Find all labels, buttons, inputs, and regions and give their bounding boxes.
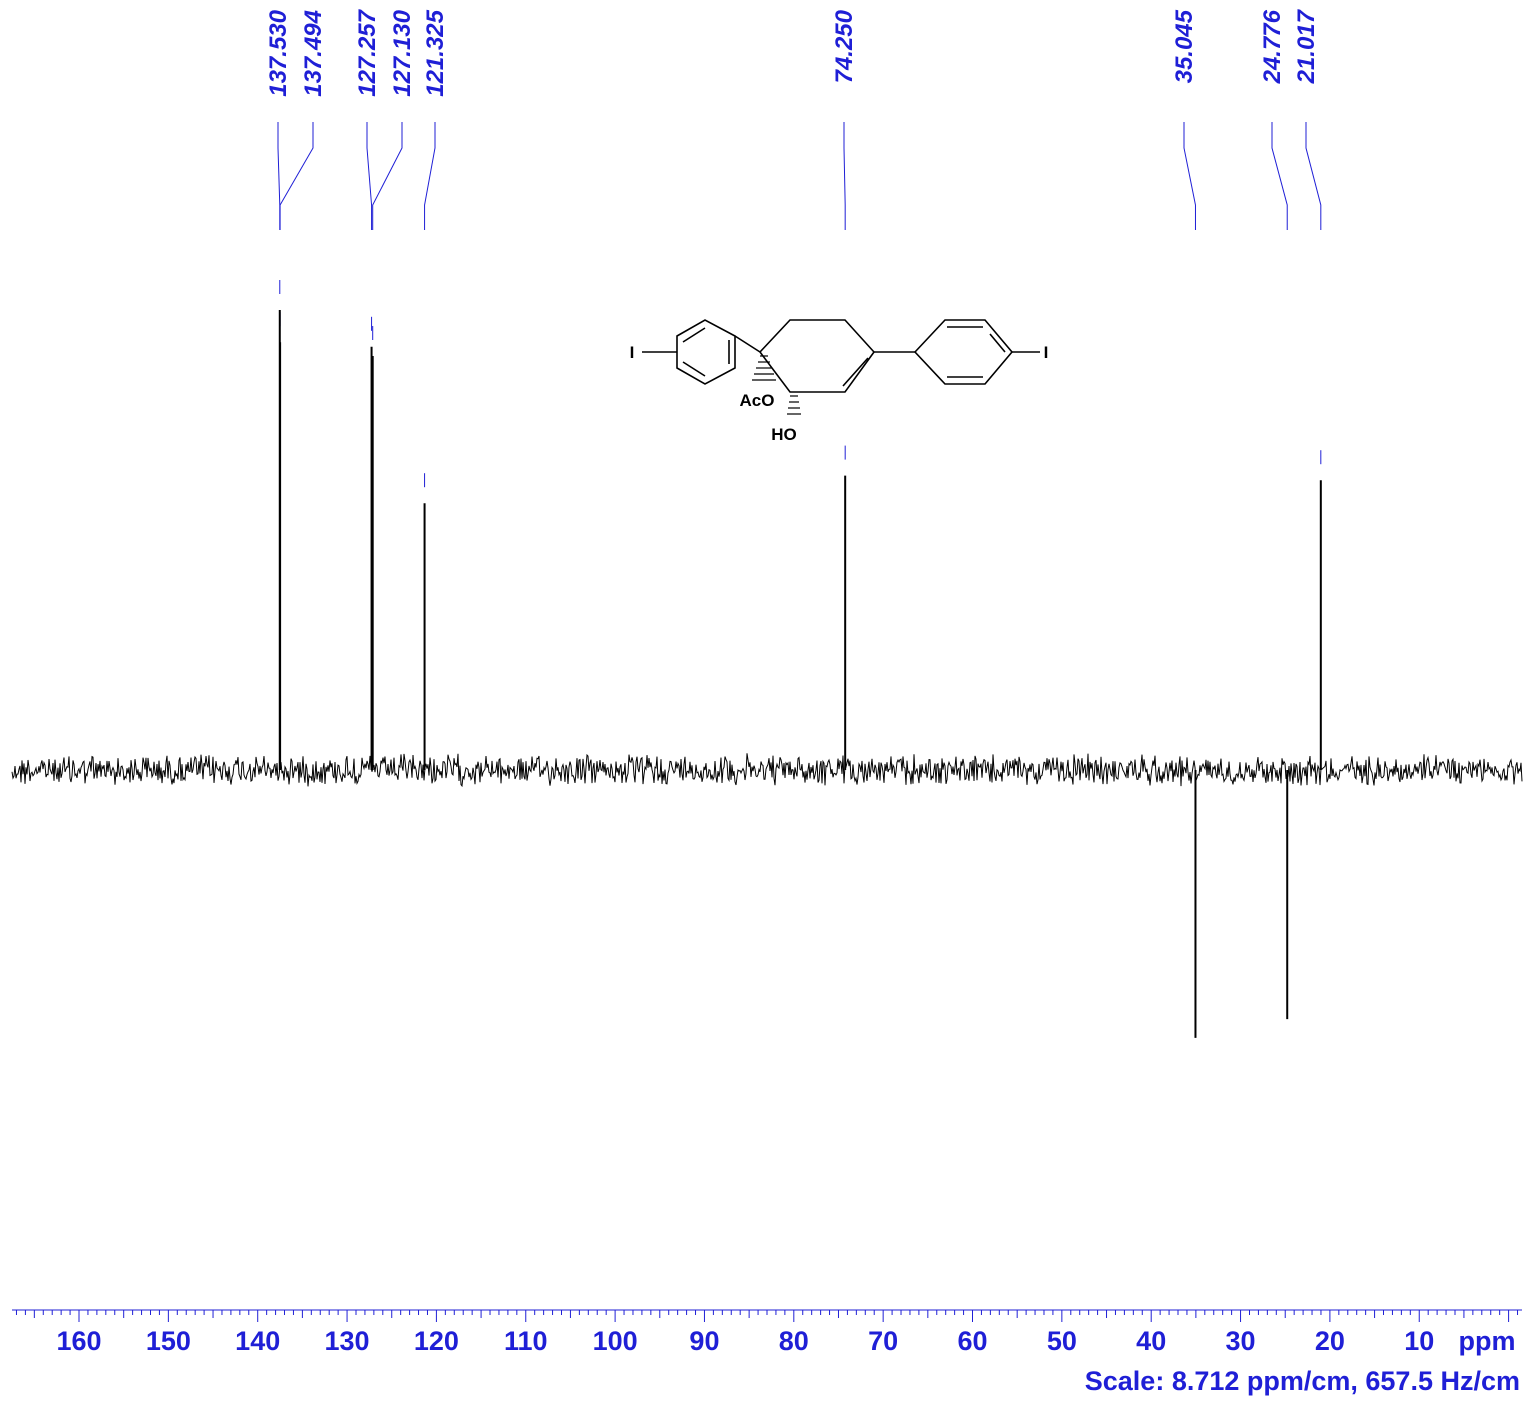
x-tick-label: 40 bbox=[1136, 1326, 1166, 1356]
cyclohexene-ring bbox=[759, 319, 876, 393]
x-tick-label: 30 bbox=[1226, 1326, 1256, 1356]
hashed-bond-oac bbox=[752, 355, 776, 381]
x-axis-unit-label: ppm bbox=[1459, 1326, 1516, 1356]
iodine-left-label: I bbox=[630, 343, 635, 362]
peak-markers bbox=[279, 280, 1322, 925]
peak-label-connector bbox=[1305, 122, 1322, 230]
x-tick-label: 120 bbox=[414, 1326, 459, 1356]
peak-label-connectors bbox=[277, 122, 1322, 230]
x-tick-label: 110 bbox=[504, 1326, 548, 1356]
left-benzene-ring bbox=[676, 319, 736, 385]
x-tick-label: 60 bbox=[957, 1326, 987, 1356]
scale-text: Scale: 8.712 ppm/cm, 657.5 Hz/cm bbox=[1085, 1366, 1520, 1396]
x-tick-label: 20 bbox=[1315, 1326, 1345, 1356]
chemical-structure bbox=[642, 319, 1040, 415]
x-tick-label: 160 bbox=[56, 1326, 101, 1356]
peak-label: 137.494 bbox=[300, 10, 327, 97]
peak-label: 24.776 bbox=[1259, 9, 1286, 84]
x-axis: 160 150 140 130 120 110 100 90 80 70 60 50 40 30 20 10 bbox=[12, 1309, 1522, 1356]
x-tick-label: 80 bbox=[779, 1326, 809, 1356]
right-ring-inner-bond bbox=[989, 333, 1006, 353]
hashed-bond-oh bbox=[787, 395, 801, 415]
peak-label: 121.325 bbox=[422, 9, 449, 96]
x-tick-label: 100 bbox=[593, 1326, 638, 1356]
peak-label: 127.257 bbox=[354, 8, 381, 96]
peak-label: 21.017 bbox=[1293, 8, 1320, 84]
iodine-right-label: I bbox=[1044, 343, 1049, 362]
x-tick-label: 130 bbox=[325, 1326, 370, 1356]
peak-label-connector bbox=[1183, 122, 1196, 230]
right-benzene-ring bbox=[913, 319, 1014, 385]
peak-label: 74.250 bbox=[831, 9, 858, 83]
spectrum-trace bbox=[11, 753, 1523, 788]
x-tick-label: 10 bbox=[1404, 1326, 1434, 1356]
hydroxy-label: HO bbox=[771, 425, 797, 444]
peak-label-connector bbox=[1271, 122, 1288, 230]
peak-label-connector bbox=[279, 122, 314, 230]
x-tick-label: 140 bbox=[235, 1326, 280, 1356]
alkene-inner-bond bbox=[842, 357, 869, 387]
left-ring-inner-bond bbox=[682, 327, 706, 343]
x-tick-label: 70 bbox=[868, 1326, 898, 1356]
x-tick-label: 90 bbox=[689, 1326, 719, 1356]
peak-label: 137.530 bbox=[265, 9, 292, 96]
peak-labels: 137.530 137.494 127.257 127.130 121.325 74.25… bbox=[265, 8, 1320, 96]
peak-label: 35.045 bbox=[1171, 9, 1198, 83]
x-tick-label: 150 bbox=[146, 1326, 191, 1356]
peak-label-connector bbox=[366, 122, 373, 230]
aryl-quaternary-bond bbox=[734, 335, 761, 353]
acetoxy-label: AcO bbox=[740, 391, 775, 410]
left-ring-inner-bond bbox=[682, 361, 706, 377]
peak-label: 127.130 bbox=[389, 9, 416, 96]
peak-lines bbox=[278, 310, 1322, 1038]
peak-label-connector bbox=[277, 122, 281, 230]
peak-label-connector bbox=[372, 122, 403, 230]
peak-label-connector bbox=[843, 122, 846, 230]
x-tick-label: 50 bbox=[1047, 1326, 1077, 1356]
peak-label-connector bbox=[424, 122, 436, 230]
